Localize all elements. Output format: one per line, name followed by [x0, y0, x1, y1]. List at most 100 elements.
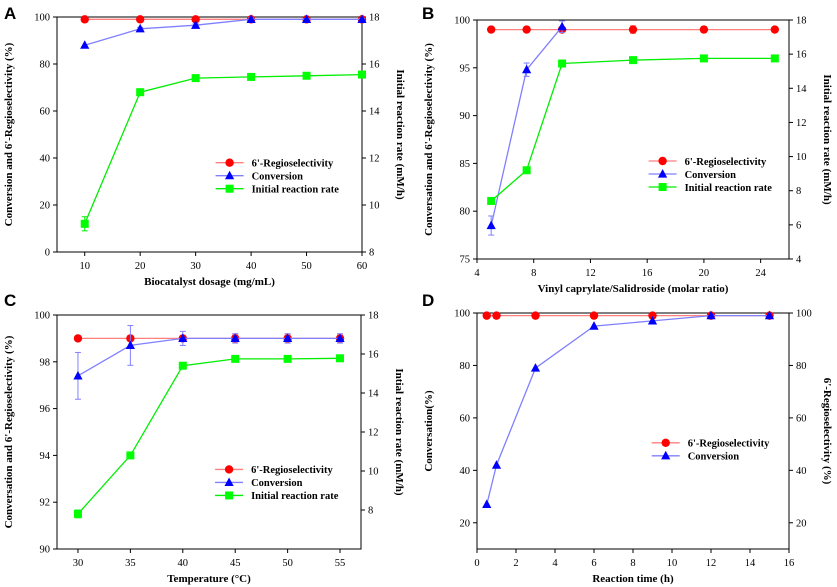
y2-tick-label: 8 [368, 506, 373, 517]
data-point-regio [699, 25, 709, 34]
data-point-rate [178, 361, 187, 370]
y2-tick-label: 14 [796, 84, 807, 95]
data-point-rate [191, 74, 200, 83]
y-tick-label: 20 [40, 201, 51, 212]
data-point-regio [770, 25, 780, 34]
y-tick-label: 40 [40, 154, 51, 165]
data-point-rate [136, 88, 145, 97]
legend-marker-rate [658, 183, 667, 192]
series-line-rate [490, 57, 775, 202]
series-line-conversion [84, 18, 362, 46]
legend-marker-rate [225, 491, 234, 500]
data-point-conversion [178, 333, 188, 342]
data-point-regio [531, 311, 540, 320]
data-point-conversion [557, 21, 567, 31]
x-tick-label: 35 [125, 558, 136, 569]
y2-axis-title: Initial reaction rate (mM/h) [394, 69, 406, 200]
data-point-conversion [491, 460, 502, 469]
legend-marker-conversion [661, 450, 671, 460]
x-tick-label: 10 [79, 261, 90, 272]
data-point-rate [283, 354, 292, 363]
legend-marker-conversion [225, 170, 235, 180]
plot-frame [476, 312, 790, 550]
data-point-conversion [125, 340, 135, 350]
y-tick-label: 20 [460, 518, 471, 529]
x-tick-label: 50 [301, 261, 312, 272]
x-tick-label: 55 [335, 558, 346, 569]
y2-tick-label: 20 [796, 518, 807, 529]
panel-letter: C [4, 291, 16, 310]
x-tick-label: 16 [784, 558, 795, 569]
data-point-rate [558, 59, 567, 68]
data-point-conversion [530, 363, 541, 372]
x-tick-label: 4 [474, 268, 480, 279]
data-point-conversion [486, 220, 496, 230]
x-tick-label: 8 [531, 268, 536, 279]
legend-marker-regio [658, 156, 667, 166]
y-tick-label: 92 [40, 498, 51, 509]
y2-tick-label: 16 [368, 350, 379, 361]
legend-marker-regio [661, 438, 670, 447]
data-point-conversion [80, 40, 90, 49]
y2-tick-label: 8 [796, 186, 801, 197]
x-tick-label: 8 [630, 558, 635, 569]
series-conversion [482, 310, 775, 509]
data-point-rate [73, 509, 82, 518]
data-point-rate [80, 219, 89, 228]
y2-tick-label: 8 [369, 248, 374, 259]
x-axis-title: Reaction time (h) [592, 573, 674, 585]
legend-label-regio: 6'-Regioselectivity [251, 465, 333, 476]
x-axis-title: Temperature (°C) [167, 573, 251, 585]
data-point-conversion [301, 14, 312, 23]
data-point-rate [302, 71, 311, 80]
x-tick-label: 12 [585, 268, 596, 279]
y2-tick-label: 16 [796, 50, 807, 61]
series-line-rate [84, 73, 363, 225]
y2-tick-label: 14 [368, 389, 379, 400]
legend-marker-rate [225, 184, 234, 193]
data-point-regio [482, 311, 491, 320]
data-point-regio [628, 25, 638, 34]
legend-marker-conversion [658, 169, 668, 178]
panel-d: D 0 2 4 6 8 10 12 14 16 20 40 60 80 100 20 40 60 80 100 Reac… [422, 291, 833, 585]
y2-tick-label: 80 [796, 361, 807, 372]
x-tick-label: 50 [282, 558, 293, 569]
y-tick-label: 100 [454, 309, 470, 320]
x-tick-label: 6 [591, 558, 596, 569]
data-point-rate [522, 166, 531, 175]
data-point-regio [135, 15, 145, 24]
y2-tick-label: 10 [369, 201, 380, 212]
series-conversion [80, 14, 367, 49]
data-point-rate [247, 72, 256, 81]
legend-label-conversion: Conversion [252, 172, 303, 183]
x-tick-label: 4 [552, 558, 558, 569]
x-tick-label: 30 [190, 261, 201, 272]
panel-letter: D [422, 291, 434, 310]
data-point-conversion [246, 14, 256, 23]
y2-axis-title: 6'-Regioselectivity (%) [821, 378, 833, 485]
y2-tick-label: 18 [796, 16, 807, 27]
legend-label-rate: Initial reaction rate [251, 491, 339, 502]
x-tick-label: 30 [73, 558, 84, 569]
x-tick-label: 40 [178, 558, 189, 569]
legend-label-rate: Initial reaction rate [252, 185, 340, 196]
plot-frame [56, 314, 362, 550]
data-point-rate [358, 70, 366, 79]
data-point-rate [770, 54, 779, 63]
y2-tick-label: 60 [796, 413, 807, 424]
legend-marker-conversion [224, 477, 234, 487]
y-axis-title: Conversation and 6'-Regioselectivity (%) [423, 43, 435, 236]
series-conversion [486, 20, 567, 236]
data-point-conversion [230, 333, 240, 342]
y-axis-title: Conversion and 6'-Regioselectivity (%) [3, 42, 15, 226]
y2-tick-label: 40 [796, 466, 807, 477]
data-point-regio [648, 311, 657, 320]
data-point-rate [699, 54, 708, 63]
y-tick-label: 100 [454, 16, 470, 27]
series-rate [487, 54, 779, 205]
legend: 6'-Regioselectivity Conversion Initial rea… [215, 465, 339, 502]
y2-tick-label: 18 [368, 311, 379, 322]
y2-tick-label: 10 [368, 467, 379, 478]
y2-tick-label: 16 [369, 60, 380, 71]
